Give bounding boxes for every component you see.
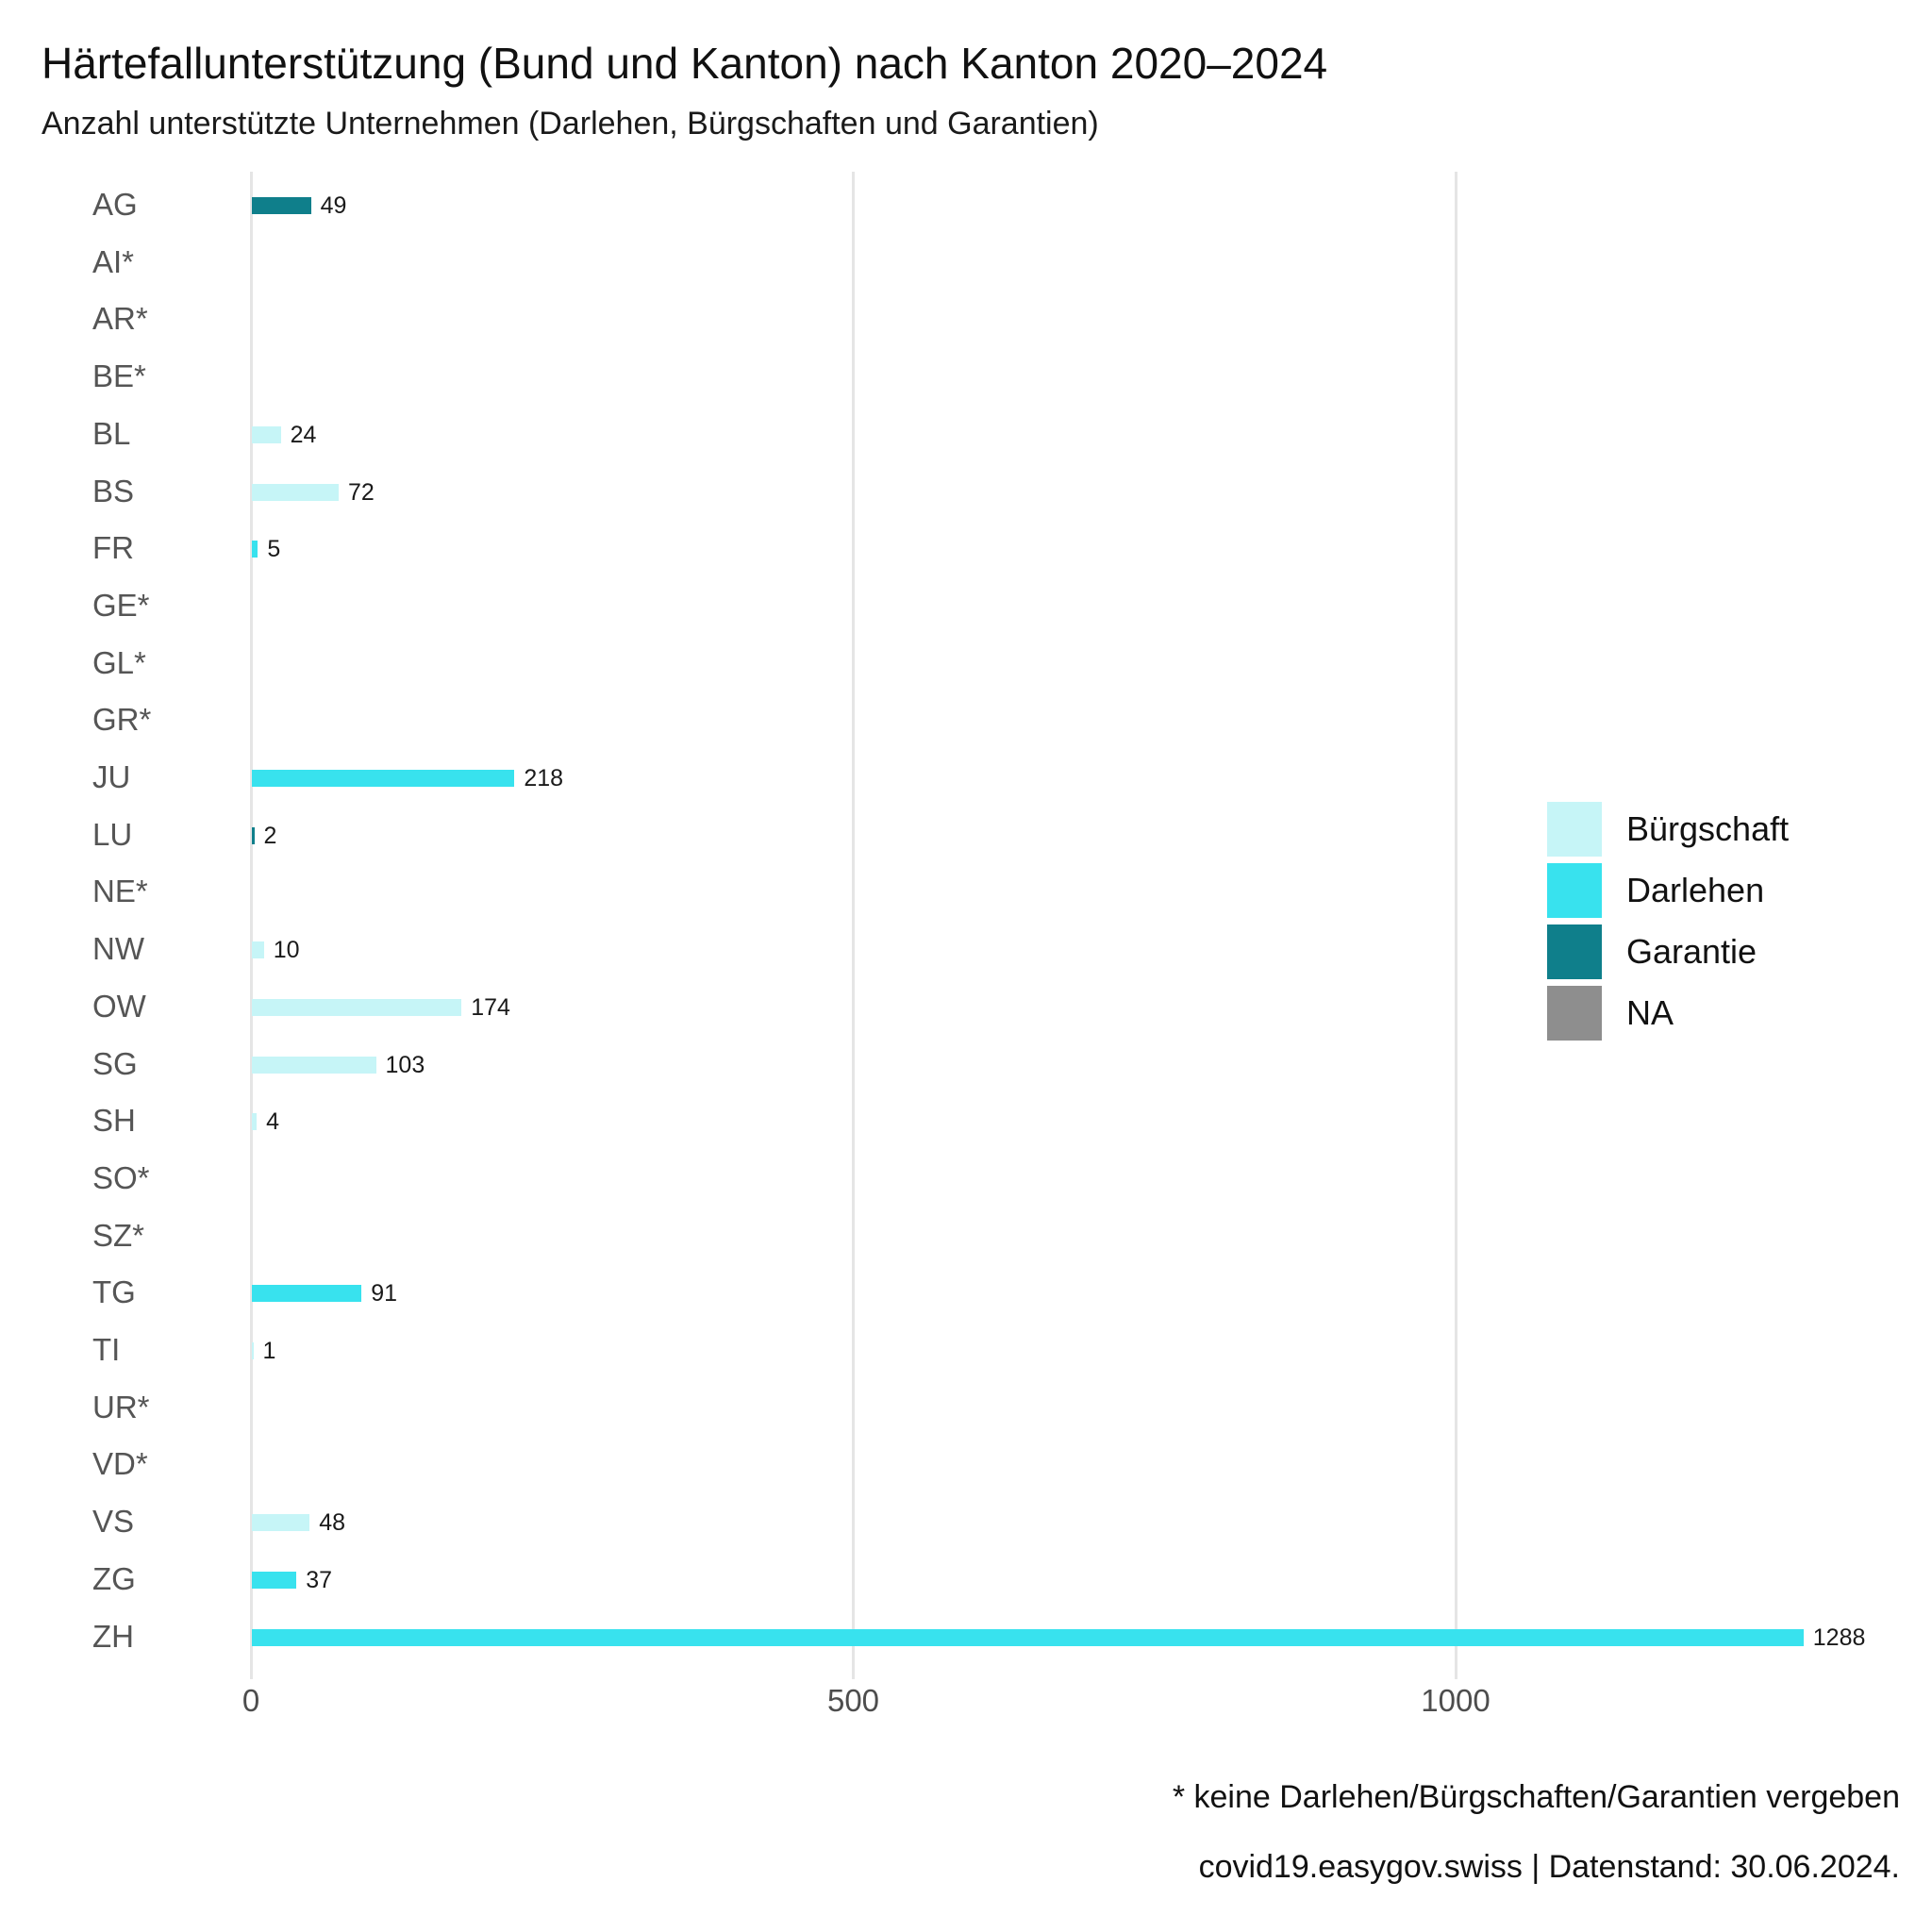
bar-OW [252, 998, 462, 1016]
value-label-ZH: 1288 [1812, 1624, 1866, 1651]
canton-label-BE: BE* [92, 358, 146, 394]
legend-swatch [1547, 802, 1602, 857]
canton-label-NE: NE* [92, 874, 148, 909]
canton-label-ZH: ZH [92, 1618, 134, 1654]
bar-SH [252, 1113, 258, 1131]
value-label-TG: 91 [371, 1280, 398, 1307]
bar-ZG [252, 1571, 297, 1589]
bar-BS [252, 483, 339, 501]
value-label-AG: 49 [320, 192, 347, 219]
value-label-FR: 5 [267, 536, 281, 563]
value-label-VS: 48 [319, 1509, 346, 1537]
value-label-SH: 4 [266, 1108, 279, 1136]
canton-label-NW: NW [92, 931, 144, 967]
bar-ZH [252, 1628, 1804, 1646]
legend-swatch [1547, 986, 1602, 1041]
canton-label-FR: FR [92, 530, 134, 566]
canton-label-BL: BL [92, 415, 131, 451]
value-label-NW: 10 [273, 937, 300, 964]
gridline-x-1000 [1454, 172, 1457, 1679]
canton-label-GE: GE* [92, 587, 150, 623]
value-label-SG: 103 [385, 1051, 425, 1078]
x-tick-label: 0 [242, 1683, 260, 1718]
canton-label-SO: SO* [92, 1159, 150, 1195]
canton-label-SG: SG [92, 1045, 138, 1081]
bar-FR [252, 541, 258, 558]
chart-title: Härtefallunterstützung (Bund und Kanton)… [42, 39, 1328, 88]
legend-label: Garantie [1626, 932, 1757, 971]
bar-LU [252, 826, 255, 844]
chart-subtitle: Anzahl unterstützte Unternehmen (Darlehe… [42, 106, 1099, 142]
bar-NW [252, 941, 264, 959]
value-label-OW: 174 [471, 993, 510, 1021]
value-label-JU: 218 [524, 765, 564, 791]
canton-label-GR: GR* [92, 702, 152, 738]
canton-label-TI: TI [92, 1332, 121, 1367]
gridline-x-0 [249, 172, 253, 1679]
canton-label-AR: AR* [92, 301, 148, 337]
gridline-x-500 [852, 172, 855, 1679]
canton-label-ZG: ZG [92, 1560, 136, 1596]
chart-footnote: * keine Darlehen/Bürgschaften/Garantien … [1172, 1779, 1900, 1815]
bar-TG [252, 1285, 362, 1303]
value-label-BL: 24 [290, 421, 317, 448]
x-tick-label: 1000 [1421, 1683, 1491, 1718]
value-label-TI: 1 [262, 1338, 276, 1364]
canton-label-BS: BS [92, 473, 135, 508]
bar-JU [252, 770, 515, 787]
value-label-BS: 72 [347, 478, 375, 506]
legend-label: Darlehen [1626, 871, 1765, 909]
canton-label-TG: TG [92, 1274, 136, 1310]
canton-label-SZ: SZ* [92, 1217, 145, 1253]
canton-label-GL: GL* [92, 644, 146, 680]
canton-label-VD: VD* [92, 1446, 148, 1482]
canton-label-AI: AI* [92, 243, 135, 279]
canton-label-UR: UR* [92, 1389, 150, 1424]
bar-TI [252, 1342, 254, 1359]
legend-swatch [1547, 924, 1602, 979]
bar-AG [252, 197, 311, 214]
bar-VS [252, 1514, 310, 1532]
canton-label-JU: JU [92, 759, 131, 794]
x-tick-label: 500 [826, 1683, 880, 1718]
value-label-ZG: 37 [306, 1566, 333, 1593]
canton-label-LU: LU [92, 816, 133, 852]
canton-label-OW: OW [92, 988, 146, 1024]
value-label-LU: 2 [263, 822, 277, 849]
legend-swatch [1547, 863, 1602, 918]
legend-label: NA [1626, 993, 1674, 1032]
bar-BL [252, 425, 281, 443]
bar-SG [252, 1056, 376, 1074]
canton-label-VS: VS [92, 1504, 135, 1540]
legend-label: Bürgschaft [1626, 809, 1790, 848]
canton-label-SH: SH [92, 1103, 136, 1139]
canton-label-AG: AG [92, 187, 138, 222]
chart-source: covid19.easygov.swiss | Datenstand: 30.0… [1198, 1849, 1900, 1885]
